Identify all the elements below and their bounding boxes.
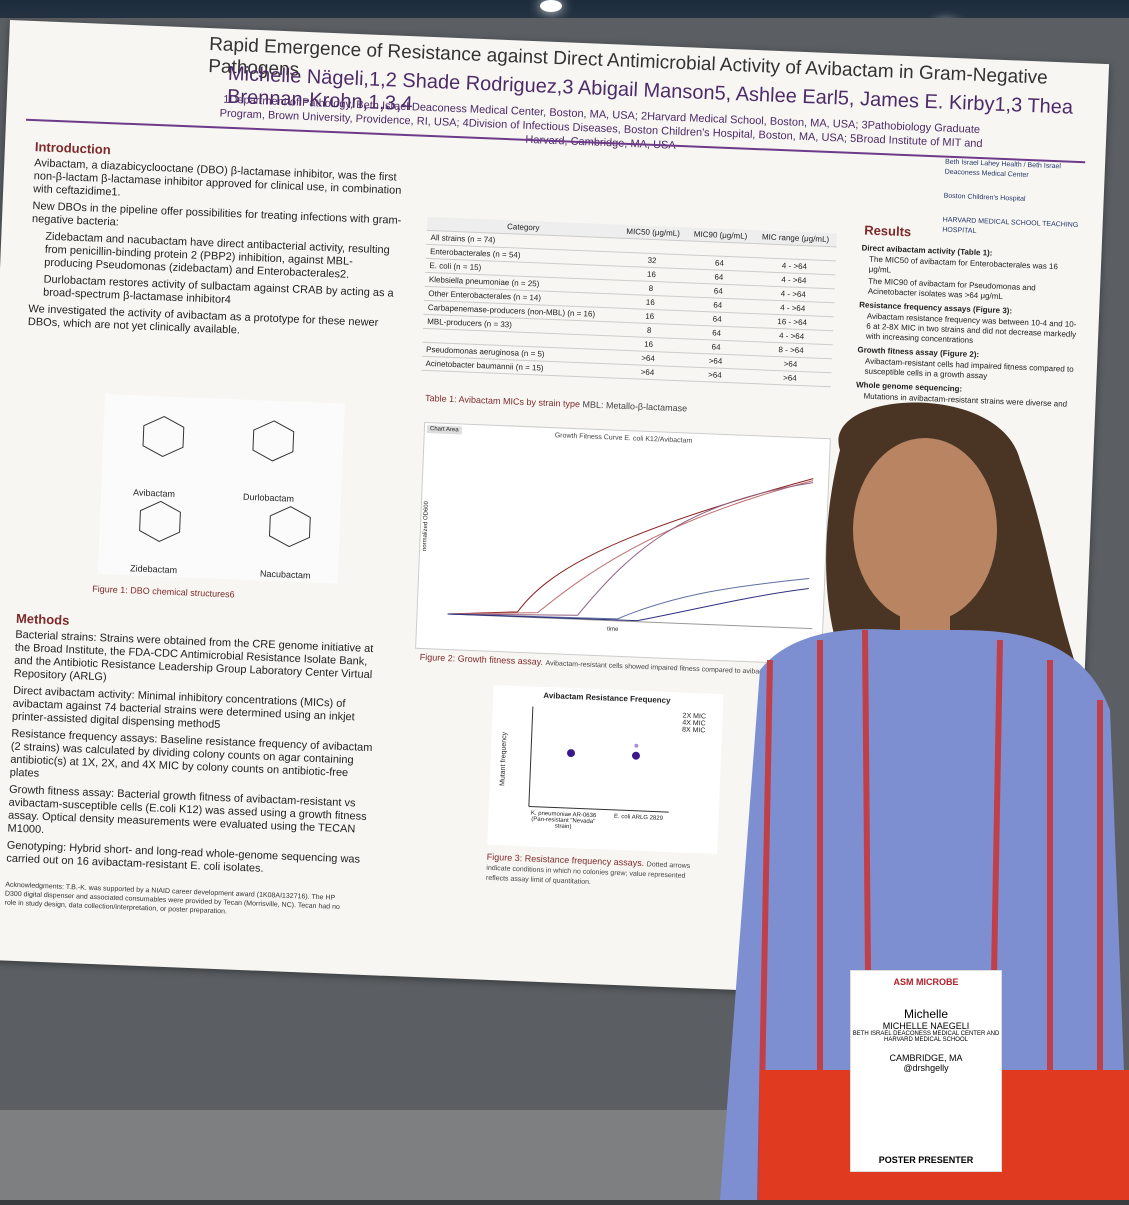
institution-logos: Beth Israel Lahey Health / Beth Israel D… xyxy=(942,158,1086,256)
curve-resistant xyxy=(447,588,809,622)
x-axis xyxy=(528,805,669,813)
curve-resistant xyxy=(447,578,810,620)
logo-hms: HARVARD MEDICAL SCHOOL TEACHING HOSPITAL xyxy=(942,216,1079,235)
ring-avibactam xyxy=(142,415,185,458)
ring-durlobactam xyxy=(252,420,295,462)
chem-name-avibactam: Avibactam xyxy=(132,487,176,499)
presenter-photo: ASM MICROBE Michelle MICHELLE NAEGELI BE… xyxy=(700,380,1129,1201)
mic-table: Category MIC50 (μg/mL) MIC90 (μg/mL) MIC… xyxy=(421,216,838,387)
methods-item: Bacterial strains: Strains were obtained… xyxy=(13,628,374,684)
mic-table-body: All strains (n = 74) Enterobacterales (n … xyxy=(421,230,837,387)
table1-caption-title: Table 1: Avibactam MICs by strain type xyxy=(424,392,581,410)
intro-text: Avibactam, a diazabicyclooctane (DBO) β-… xyxy=(27,157,404,348)
y-axis xyxy=(528,706,534,807)
freq-point xyxy=(567,749,576,758)
curve-resistant xyxy=(447,482,814,616)
table1-caption-note: MBL: Metallo-β-lactamase xyxy=(582,399,688,414)
table1-caption: Table 1: Avibactam MICs by strain type M… xyxy=(425,393,687,414)
intro-heading: Introduction xyxy=(34,139,112,158)
chem-name-durlobactam: Durlobactam xyxy=(242,491,295,504)
chemical-structures-figure: Avibactam Durlobactam Zidebactam Nacubac… xyxy=(97,394,345,584)
badge-event: ASM MICROBE xyxy=(893,977,959,987)
fig1-caption: Figure 1: DBO chemical structures6 xyxy=(92,583,235,600)
fig2-caption-title: Figure 2: Growth fitness assay. xyxy=(419,651,544,667)
chem-name-nacubactam: Nacubactam xyxy=(259,568,311,581)
logo-boston-childrens: Boston Children's Hospital xyxy=(943,192,1026,203)
ceiling-light xyxy=(540,0,562,12)
fig3-caption: Figure 3: Resistance frequency assays. D… xyxy=(486,852,707,891)
curve-resistant xyxy=(447,480,814,615)
shirt-stripes xyxy=(757,629,1103,1201)
badge-full-name: MICHELLE NAEGELI xyxy=(882,1021,970,1031)
face xyxy=(853,438,997,622)
ring-zidebactam xyxy=(139,500,181,542)
name-badge: ASM MICROBE Michelle MICHELLE NAEGELI BE… xyxy=(850,970,1002,1172)
freq-point xyxy=(631,751,640,760)
acknowledgments: Acknowledgments: T.B.-K. was supported b… xyxy=(4,881,340,916)
presenter-figure xyxy=(720,402,1129,1201)
freq-plot xyxy=(528,706,669,813)
freq-point xyxy=(634,743,639,748)
methods-text: Bacterial strains: Strains were obtained… xyxy=(6,629,385,885)
badge-handle: @drshgelly xyxy=(903,1063,949,1073)
resistance-frequency-chart: Avibactam Resistance Frequency Mutant fr… xyxy=(487,684,724,855)
badge-first-name: Michelle xyxy=(903,1007,948,1021)
fig3-caption-note: Dotted arrows indicate conditions in whi… xyxy=(485,861,691,887)
methods-heading: Methods xyxy=(15,610,70,628)
growth-fitness-chart: Chart Area Growth Fitness Curve E. coli … xyxy=(415,421,831,666)
table-cell-value: >64 xyxy=(613,364,682,381)
methods-item: Growth fitness assay: Bacterial growth f… xyxy=(7,783,367,837)
badge-org: BETH ISRAEL DEACONESS MEDICAL CENTER AND… xyxy=(852,1031,1000,1043)
badge-location: CAMBRIDGE, MA xyxy=(889,1053,963,1063)
growth-curves xyxy=(447,478,814,630)
freq-category: K. pneumoniae AR-0636 (Pan-resistant "Ne… xyxy=(530,810,597,831)
methods-item: Resistance frequency assays: Baseline re… xyxy=(9,727,373,780)
logo-bidmc: Beth Israel Lahey Health / Beth Israel D… xyxy=(944,158,1062,180)
results-heading: Results xyxy=(863,222,912,240)
badge-role: POSTER PRESENTER xyxy=(878,1155,974,1165)
research-poster: Rapid Emergence of Resistance against Di… xyxy=(0,20,1110,1004)
chemical-structure-drawings xyxy=(139,415,311,548)
chem-name-zidebactam: Zidebactam xyxy=(129,563,178,576)
chart-xlabel: time xyxy=(606,626,619,633)
ring-nacubactam xyxy=(268,506,311,548)
